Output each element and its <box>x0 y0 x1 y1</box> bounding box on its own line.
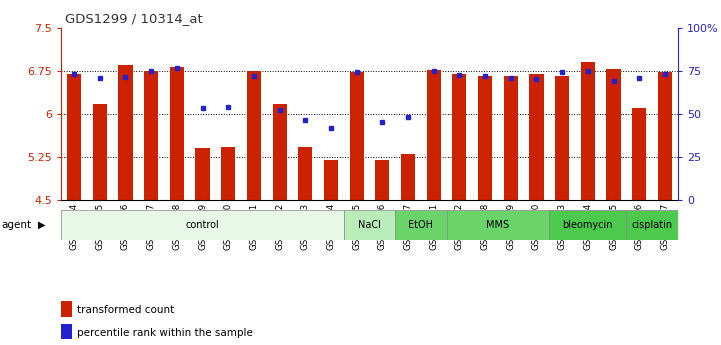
Bar <box>118 65 133 200</box>
Text: control: control <box>186 220 219 230</box>
Bar <box>221 147 235 200</box>
Bar <box>344 210 395 240</box>
Bar <box>395 210 446 240</box>
Bar <box>581 62 595 200</box>
Text: ▶: ▶ <box>37 220 45 230</box>
Bar <box>324 160 338 200</box>
Bar <box>549 210 627 240</box>
Bar <box>376 160 389 200</box>
Text: transformed count: transformed count <box>76 305 174 315</box>
Bar <box>61 210 344 240</box>
Text: MMS: MMS <box>487 220 510 230</box>
Bar <box>170 67 184 200</box>
Bar <box>350 72 363 200</box>
Bar <box>195 148 210 200</box>
Bar <box>478 77 492 200</box>
Text: NaCl: NaCl <box>358 220 381 230</box>
Bar <box>61 301 72 317</box>
Text: cisplatin: cisplatin <box>632 220 673 230</box>
Bar <box>555 77 569 200</box>
Bar <box>627 210 678 240</box>
Bar <box>61 324 72 339</box>
Bar <box>247 71 261 200</box>
Bar <box>273 104 287 200</box>
Bar <box>427 70 441 200</box>
Text: GDS1299 / 10314_at: GDS1299 / 10314_at <box>65 12 203 26</box>
Bar <box>632 108 646 200</box>
Text: percentile rank within the sample: percentile rank within the sample <box>76 328 252 337</box>
Bar <box>504 77 518 200</box>
Text: EtOH: EtOH <box>408 220 433 230</box>
Bar <box>93 104 107 200</box>
Bar <box>401 154 415 200</box>
Bar <box>529 73 544 200</box>
Bar <box>452 73 466 200</box>
Bar <box>658 72 672 200</box>
Bar <box>144 71 158 200</box>
Bar <box>606 69 621 200</box>
Bar <box>298 147 312 200</box>
Text: bleomycin: bleomycin <box>562 220 613 230</box>
Bar <box>67 73 81 200</box>
Text: agent: agent <box>1 220 32 230</box>
Bar <box>446 210 549 240</box>
